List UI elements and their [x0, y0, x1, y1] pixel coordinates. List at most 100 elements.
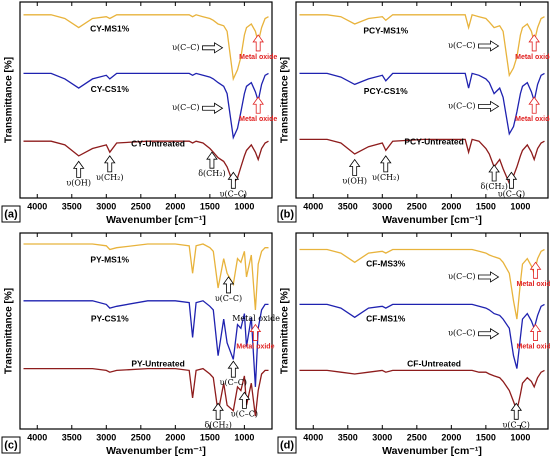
annotation: Metal oxide — [239, 116, 277, 123]
annotation-arrow — [529, 323, 542, 341]
panel-label: (c) — [4, 439, 18, 451]
y-axis-label: Transmittance [%] — [280, 288, 291, 374]
annotation: Metal oxide — [517, 281, 550, 288]
plot-frame — [19, 232, 273, 430]
x-tick-label: 1500 — [200, 432, 220, 442]
series-label: PCY-Untreated — [404, 137, 464, 147]
annotation-arrow — [227, 171, 240, 189]
x-tick-label: 3500 — [338, 201, 358, 211]
annotation: δ(CH₂) — [204, 420, 231, 429]
spectrum-line — [299, 72, 545, 136]
plot-frame — [295, 1, 549, 199]
annotation: Metal oxide — [515, 54, 550, 61]
panel-label: (a) — [4, 208, 18, 220]
annotation-arrow — [72, 160, 85, 178]
panel-label: (b) — [280, 208, 294, 220]
annotation-arrow — [212, 402, 224, 420]
x-axis-label: Wavenumber [cm⁻¹] — [382, 445, 482, 457]
annotation: υ(C–C) — [448, 272, 475, 281]
annotation-arrow — [478, 40, 500, 52]
spectrum-line — [299, 248, 545, 320]
x-axis-label: Wavenumber [cm⁻¹] — [382, 214, 482, 226]
annotation: υ(CH₂) — [372, 173, 399, 182]
panel-label-box — [277, 436, 297, 454]
annotation: υ(C–C) — [503, 420, 530, 429]
annotation: υ(C–C) — [220, 189, 247, 198]
series-label: PY-CS1% — [91, 313, 129, 323]
x-tick-label: 4000 — [303, 201, 323, 211]
spectrum-line — [23, 243, 269, 310]
x-tick-label: 4000 — [27, 432, 47, 442]
annotation: Metal oxide — [239, 54, 277, 61]
x-tick-label: 1500 — [476, 201, 496, 211]
annotation-arrow — [528, 34, 540, 52]
annotation: Metal oxide — [517, 343, 550, 350]
annotation-arrow — [252, 96, 264, 114]
spectrum-line — [299, 138, 545, 185]
x-tick-label: 1000 — [510, 201, 530, 211]
series-label: PCY-CS1% — [364, 86, 408, 96]
annotation: υ(C–C) — [498, 189, 525, 198]
annotation: υ(C–C) — [172, 103, 199, 112]
x-tick-label: 1500 — [476, 432, 496, 442]
annotation-arrow — [528, 96, 540, 114]
series-label: CF-Untreated — [407, 358, 461, 368]
x-tick-label: 1500 — [200, 201, 220, 211]
x-tick-label: 2000 — [441, 432, 461, 442]
annotation: υ(C–C) — [231, 409, 258, 418]
spectrum-line — [23, 72, 269, 140]
plot-frame — [19, 1, 273, 199]
annotation-arrow — [202, 102, 224, 114]
x-tick-label: 1000 — [510, 432, 530, 442]
annotation-arrow — [348, 158, 361, 176]
spectrum-line — [299, 369, 545, 414]
x-tick-label: 4000 — [27, 201, 47, 211]
x-tick-label: 4000 — [303, 432, 323, 442]
x-tick-label: 3500 — [338, 432, 358, 442]
annotation-arrow — [202, 42, 224, 54]
annotation: υ(C–C) — [448, 41, 475, 50]
x-tick-label: 3000 — [96, 432, 116, 442]
annotation-arrow — [478, 271, 500, 283]
series-label: CF-MS3% — [366, 258, 406, 268]
annotation: υ(C–C) — [448, 329, 475, 338]
x-tick-label: 2000 — [165, 201, 185, 211]
x-tick-label: 2500 — [131, 201, 151, 211]
series-label: CF-MS1% — [366, 313, 406, 323]
annotation: υ(C–C) — [172, 43, 199, 52]
series-label: PY-Untreated — [131, 358, 184, 368]
annotation-arrow — [227, 360, 240, 378]
x-tick-label: 2500 — [407, 201, 427, 211]
series-label: PY-MS1% — [90, 255, 129, 265]
x-tick-label: 2000 — [441, 201, 461, 211]
x-tick-label: 3000 — [372, 201, 392, 211]
plot-frame — [295, 232, 549, 430]
annotation-arrow — [478, 328, 500, 340]
x-tick-label: 2500 — [131, 432, 151, 442]
annotation: υ(CH₂) — [96, 173, 123, 182]
annotation-arrow — [206, 151, 218, 169]
panel-label: (d) — [280, 439, 294, 451]
x-tick-label: 3000 — [372, 432, 392, 442]
annotation-arrow — [488, 164, 500, 182]
series-label: CY-MS1% — [90, 24, 130, 34]
annotation: Metal oxide — [515, 116, 550, 123]
y-axis-label: Transmittance [%] — [280, 57, 291, 143]
x-axis-label: Wavenumber [cm⁻¹] — [106, 445, 206, 457]
annotation-arrow — [249, 323, 262, 341]
x-tick-label: 3500 — [62, 432, 82, 442]
annotation: δ(CH₂) — [480, 182, 507, 191]
spectrum-line — [299, 14, 545, 78]
annotation: υ(OH) — [342, 177, 367, 186]
annotation: Metal oxide — [232, 314, 280, 323]
annotation-arrow — [222, 276, 235, 294]
x-tick-label: 3500 — [62, 201, 82, 211]
x-tick-label: 2000 — [165, 432, 185, 442]
series-label: PCY-MS1% — [363, 26, 408, 36]
spectrum-line — [23, 140, 269, 185]
x-axis-label: Wavenumber [cm⁻¹] — [106, 214, 206, 226]
series-label: CY-CS1% — [91, 84, 130, 94]
annotation-arrow — [379, 155, 392, 173]
annotation: υ(C–C) — [215, 294, 242, 303]
